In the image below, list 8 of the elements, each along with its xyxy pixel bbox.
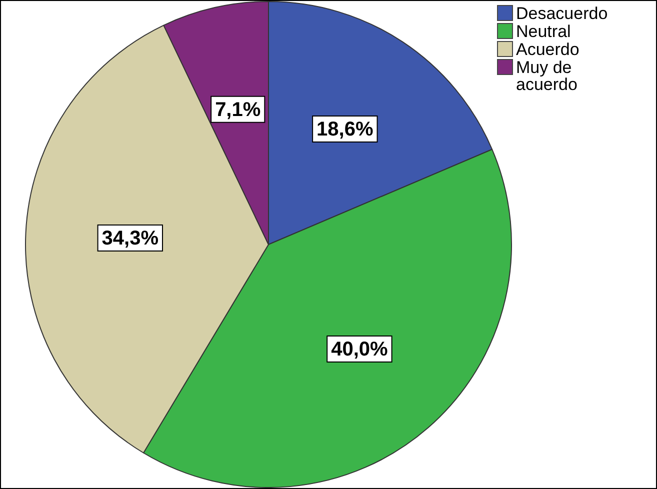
data-label: 7,1% xyxy=(215,98,261,121)
data-label: 34,3% xyxy=(102,227,159,250)
legend-label: Desacuerdo xyxy=(516,4,609,23)
legend-label: Neutral xyxy=(516,22,572,41)
data-label: 18,6% xyxy=(316,118,374,140)
data-label: 40,0% xyxy=(331,338,388,360)
legend-label: Acuerdo xyxy=(516,40,580,59)
legend-label: Muy de acuerdo xyxy=(516,58,578,94)
